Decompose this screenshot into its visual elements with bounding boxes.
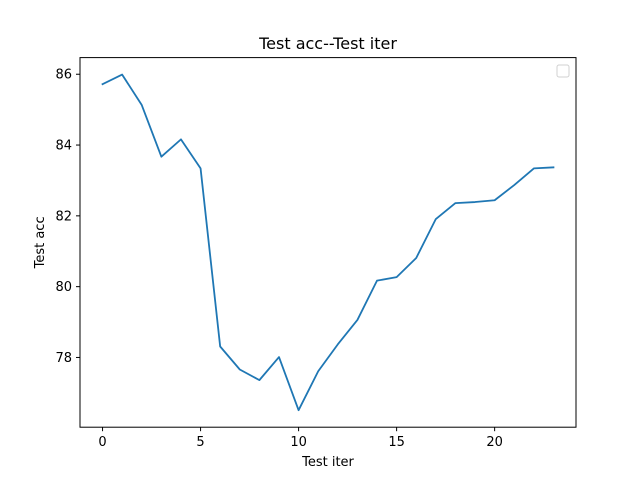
x-tick-label: 5 [196, 435, 204, 450]
plot-frame [79, 57, 577, 428]
x-tick-label: 15 [388, 435, 405, 450]
series-line [101, 73, 555, 412]
x-tick-label: 0 [98, 435, 106, 450]
y-tick-label: 82 [55, 209, 72, 224]
y-tick-label: 80 [55, 280, 72, 295]
plot-area [80, 57, 576, 428]
y-axis-ticks: 78 80 82 84 86 [55, 68, 80, 366]
x-tick-label: 10 [290, 435, 307, 450]
y-tick-label: 78 [55, 351, 72, 366]
x-tick-label: 20 [486, 435, 503, 450]
y-tick-label: 86 [55, 68, 72, 83]
x-axis-label: Test iter [301, 455, 354, 470]
legend-box [556, 64, 570, 78]
chart-title: Test acc--Test iter [258, 34, 397, 53]
y-axis-label: Test acc [33, 216, 48, 269]
y-tick-label: 84 [55, 139, 72, 154]
x-axis-ticks: 0 5 10 15 20 [98, 427, 503, 450]
